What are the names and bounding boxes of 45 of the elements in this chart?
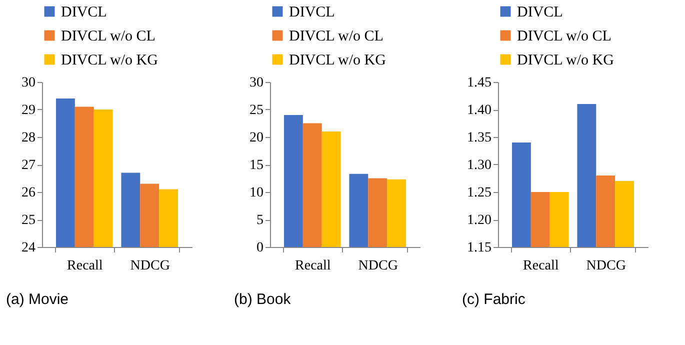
y-tick-label: 1.40 [467,103,492,118]
y-tick-label: 20 [250,130,264,146]
bar [302,123,322,247]
legend-label: DIVCL w/o CL [289,28,384,44]
y-tick-label: 30 [250,76,264,90]
x-tick-label: NDCG [586,258,626,274]
y-tick-label: 1.30 [467,158,492,173]
y-tick-label: 1.25 [467,186,492,200]
text: (c) Fabric [462,291,526,308]
legend-label: DIVCL w/o CL [517,28,612,44]
bar [322,132,341,247]
x-tick-label: NDCG [130,258,170,274]
y-tick-label: 1.35 [467,130,492,146]
y-tick-label: 5 [256,213,264,228]
bar [387,179,406,247]
text: (a) Movie [6,291,69,308]
y-tick-label: 24 [22,240,36,256]
y-tick-label: 25 [250,103,264,118]
y-tick-label: 25 [22,213,36,228]
y-tick-label: 1.45 [467,76,492,90]
x-tick-label: Recall [523,258,559,274]
bar [284,115,303,247]
legend-label: DIVCL [517,4,563,20]
text: (b) Book [234,291,292,308]
bar [368,178,388,247]
y-tick-label: 27 [22,158,36,173]
x-tick-label: Recall [295,258,331,274]
legend-label: DIVCL [289,4,335,20]
legend-label: DIVCL [61,4,107,20]
x-tick-label: NDCG [358,258,398,274]
legend-label: DIVCL w/o KG [517,52,614,68]
legend-label: DIVCL w/o CL [61,28,156,44]
y-tick-label: 30 [22,76,36,90]
y-tick-label: 0 [256,240,264,256]
x-tick-label: Recall [67,258,103,274]
bar [349,174,368,247]
y-tick-label: 1.15 [467,240,492,256]
y-tick-label: 29 [22,103,36,118]
y-tick-label: 10 [250,186,264,200]
legend-label: DIVCL w/o KG [289,52,386,68]
y-tick-label: 26 [22,186,36,200]
y-tick-label: 15 [250,158,264,173]
y-tick-label: 1.20 [467,213,492,228]
legend-label: DIVCL w/o KG [61,52,158,68]
y-tick-label: 28 [22,130,36,146]
